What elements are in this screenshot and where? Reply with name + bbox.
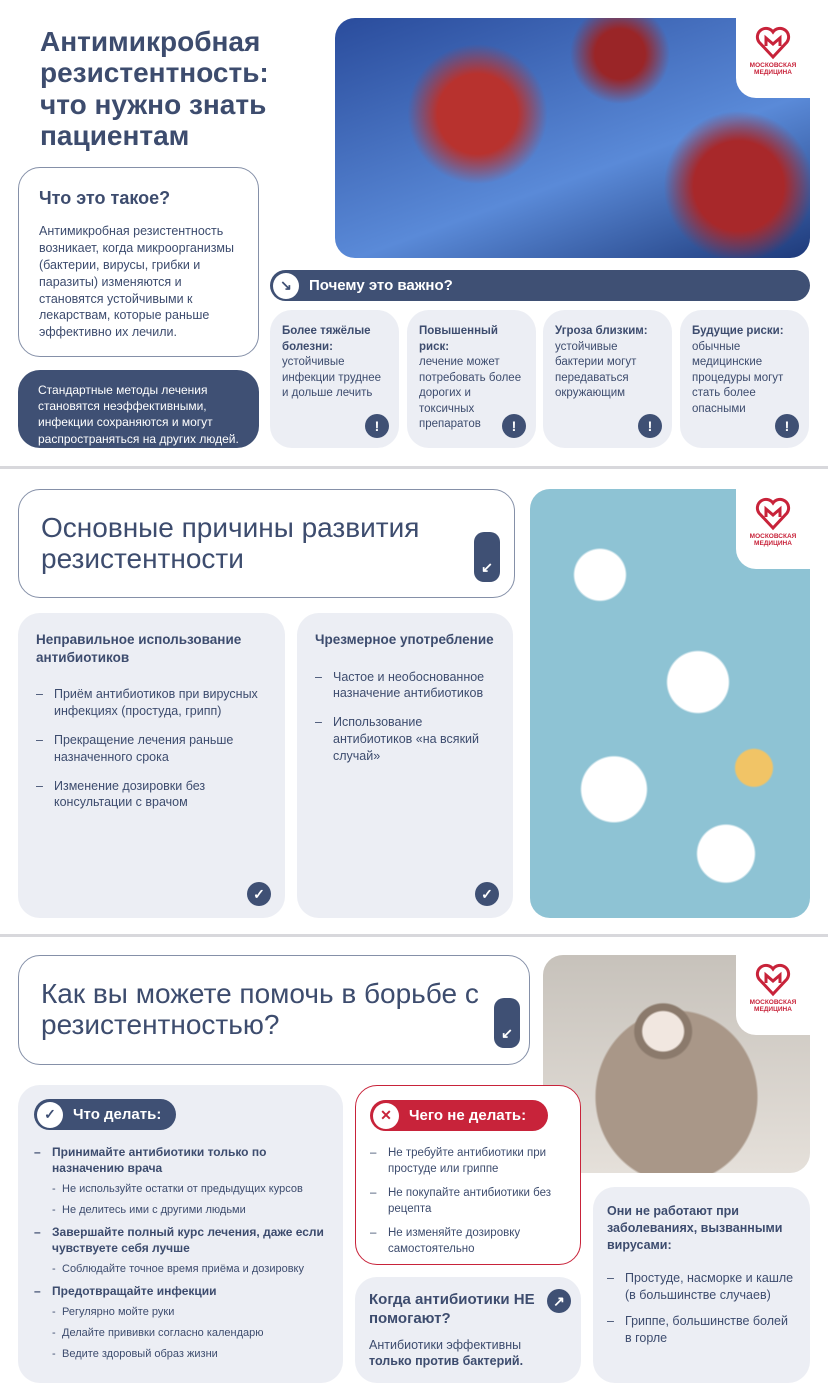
do-item: Предотвращайте инфекцииРегулярно мойте р… xyxy=(34,1283,327,1362)
what-is-it-card: Что это такое? Антимикробная резистентно… xyxy=(18,167,259,357)
do-subitem: Делайте прививки согласно календарю xyxy=(52,1326,327,1341)
title-box: Как вы можете помочь в борьбе с резистен… xyxy=(18,955,530,1065)
reason-card: Будущие риски: обычные медицинские процед… xyxy=(680,310,809,448)
page-title: Антимикробная резистентность: что нужно … xyxy=(40,26,269,152)
list-item: Частое и необоснованное назначение антиб… xyxy=(315,669,495,703)
exclamation-icon: ! xyxy=(365,414,389,438)
do-subitem: Соблюдайте точное время приёма и дозиров… xyxy=(52,1262,327,1277)
arrow-down-left-icon: ↙ xyxy=(494,998,520,1048)
check-icon: ✓ xyxy=(37,1101,63,1128)
do-subitem: Регулярно мойте руки xyxy=(52,1305,327,1320)
cause-card: Неправильное использование антибиотиков П… xyxy=(18,613,285,918)
why-important-pill: ↘ Почему это важно? xyxy=(270,270,810,301)
cause-heading: Неправильное использование антибиотиков xyxy=(36,632,242,665)
reason-title: Более тяжёлые болезни: xyxy=(282,325,371,353)
reason-title: Будущие риски: xyxy=(692,325,784,337)
logo: МОСКОВСКАЯ МЕДИЦИНА xyxy=(736,18,810,98)
do-card: ✓Что делать: Принимайте антибиотики толь… xyxy=(18,1085,343,1383)
x-icon: ✕ xyxy=(373,1102,399,1129)
do-pill: ✓ Что делать: xyxy=(34,1099,176,1130)
dont-item: Не требуйте антибиотики при простуде или… xyxy=(370,1145,566,1177)
arrow-up-right-icon[interactable]: ↗ xyxy=(547,1289,571,1313)
do-item: Принимайте антибиотики только по назначе… xyxy=(34,1144,327,1218)
do-subitem: Не используйте остатки от предыдущих кур… xyxy=(52,1182,327,1197)
reason-text: устойчивые инфекции труднее и дольше леч… xyxy=(282,356,382,400)
list-item: Прекращение лечения раньше назначенного … xyxy=(36,732,267,766)
cause-card: Чрезмерное употребление Частое и необосно… xyxy=(297,613,513,918)
do-subitem: Не делитесь ими с другими людьми xyxy=(52,1203,327,1218)
do-item: Завершайте полный курс лечения, даже есл… xyxy=(34,1224,327,1277)
dont-item: Не изменяйте дозировку самостоятельно xyxy=(370,1225,566,1257)
logo: МОСКОВСКАЯ МЕДИЦИНА xyxy=(736,955,810,1035)
virus-item: Гриппе, большинстве болей в горле xyxy=(607,1313,796,1347)
cause-list: Приём антибиотиков при вирусных инфекция… xyxy=(36,686,267,811)
when-card: Когда антибиотики НЕ помогают? Антибиоти… xyxy=(355,1277,581,1383)
do-subitem: Ведите здоровый образ жизни xyxy=(52,1347,327,1362)
list-item: Приём антибиотиков при вирусных инфекция… xyxy=(36,686,267,720)
heart-logo-icon xyxy=(755,963,791,997)
dont-pill: ✕ Чего не делать: xyxy=(370,1100,548,1131)
check-icon: ✓ xyxy=(247,882,271,906)
reason-card: Угроза близким: устойчивые бактерии могут… xyxy=(543,310,672,448)
virus-item: Простуде, насморке и кашле (в большинств… xyxy=(607,1270,796,1304)
reason-card: Повышенный риск: лечение может потребоват… xyxy=(407,310,536,448)
logo: МОСКОВСКАЯ МЕДИЦИНА xyxy=(736,489,810,569)
cause-heading: Чрезмерное употребление xyxy=(315,632,494,647)
heart-logo-icon xyxy=(755,26,791,60)
list-item: Использование антибиотиков «на всякий сл… xyxy=(315,714,495,765)
reason-text: лечение может потребовать более дорогих … xyxy=(419,356,522,431)
check-icon: ✓ xyxy=(475,882,499,906)
exclamation-icon: ! xyxy=(638,414,662,438)
arrow-down-right-icon: ↘ xyxy=(273,272,299,299)
viruses-card: Они не работают при заболеваниях, вызван… xyxy=(593,1187,810,1383)
slide-2: Основные причины развития резистентности… xyxy=(0,466,828,934)
list-item: Изменение дозировки без консультации с в… xyxy=(36,778,267,812)
slide-3: Как вы можете помочь в борьбе с резистен… xyxy=(0,934,828,1386)
reason-text: обычные медицинские процедуры могут стат… xyxy=(692,340,784,415)
reason-title: Угроза близким: xyxy=(555,325,648,337)
dont-card: ✕Чего не делать: Не требуйте антибиотики… xyxy=(355,1085,581,1265)
exclamation-icon: ! xyxy=(502,414,526,438)
virus-image xyxy=(335,18,810,258)
dont-item: Не покупайте антибиотики без рецепта xyxy=(370,1185,566,1217)
consequence-note: Стандартные методы лечения становятся не… xyxy=(18,370,259,448)
slide-1: Антимикробная резистентность: что нужно … xyxy=(0,0,828,466)
exclamation-icon: ! xyxy=(775,414,799,438)
heart-logo-icon xyxy=(755,497,791,531)
reason-card: Более тяжёлые болезни: устойчивые инфекци… xyxy=(270,310,399,448)
reason-text: устойчивые бактерии могут передаваться о… xyxy=(555,340,637,400)
title-box: Основные причины развития резистентности… xyxy=(18,489,515,598)
cause-list: Частое и необоснованное назначение антиб… xyxy=(315,669,495,765)
arrow-down-left-icon: ↙ xyxy=(474,532,500,582)
reason-title: Повышенный риск: xyxy=(419,325,498,353)
